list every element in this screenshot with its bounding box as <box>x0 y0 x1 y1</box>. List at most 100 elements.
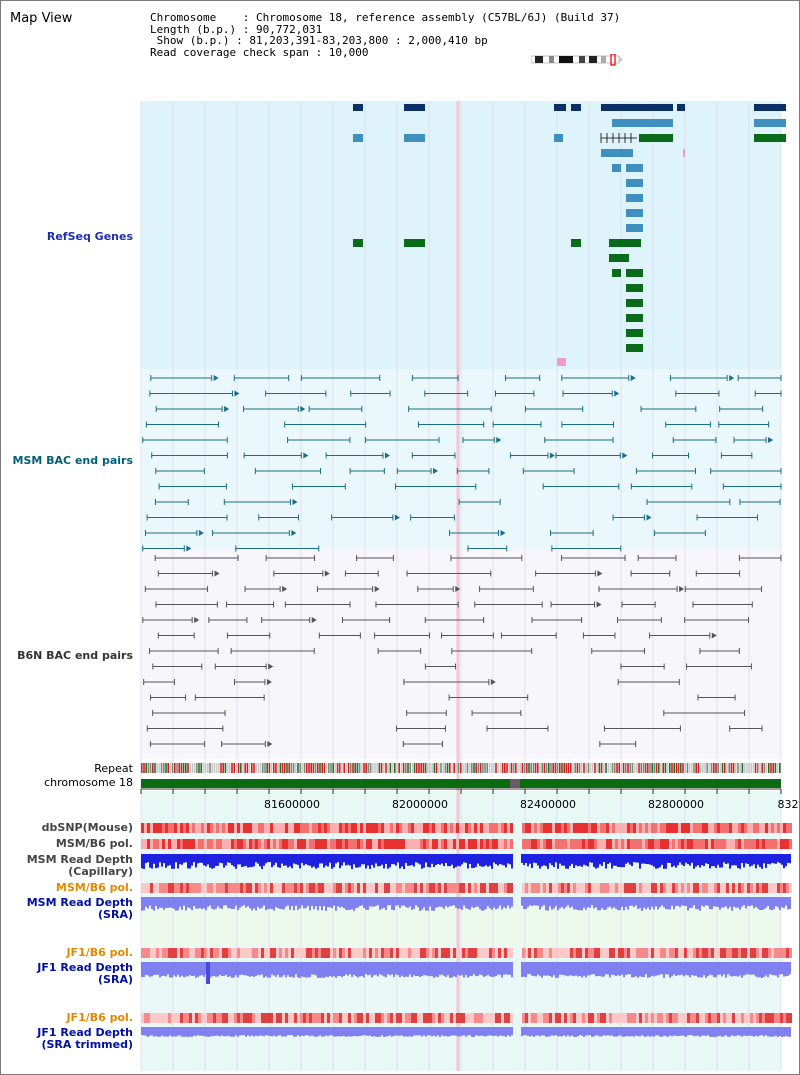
msm-b6-pol-sra-label[interactable]: MSM/B6 pol. <box>55 881 133 894</box>
heat-cell <box>633 883 636 893</box>
read-depth-bar <box>647 962 649 978</box>
msm-depth-cap-label[interactable]: MSM Read Depth (Capillary) <box>27 854 133 878</box>
heat-cell <box>288 1013 291 1023</box>
msm-b6-pol-label[interactable]: MSM/B6 pol. <box>55 837 133 850</box>
repeat-label[interactable]: Repeat <box>94 762 133 775</box>
heat-cell <box>756 1013 759 1023</box>
heat-cell <box>645 823 648 833</box>
read-depth-bar <box>245 962 247 976</box>
jf1-depth-sra-label[interactable]: JF1 Read Depth (SRA) <box>37 962 133 986</box>
read-depth-bar <box>209 897 211 906</box>
read-depth-bar <box>197 1027 199 1036</box>
read-depth-bar <box>683 854 685 867</box>
heat-cell <box>570 883 573 893</box>
heat-cell <box>675 948 678 958</box>
heat-cell <box>609 839 612 849</box>
heat-cell <box>387 839 390 849</box>
heat-cell <box>447 1013 450 1023</box>
read-depth-bar <box>285 854 287 866</box>
read-depth-bar <box>467 1027 469 1036</box>
read-depth-bar <box>353 962 355 975</box>
read-depth-bar <box>415 854 417 863</box>
read-depth-bar <box>307 1027 309 1036</box>
repeat-element <box>541 763 543 773</box>
heat-cell <box>564 1013 567 1023</box>
heat-cell <box>216 839 219 849</box>
jf1-b6-pol-trim-label[interactable]: JF1/B6 pol. <box>66 1011 133 1024</box>
heat-cell <box>426 839 429 849</box>
read-depth-bar <box>365 897 367 910</box>
read-depth-bar <box>759 962 761 978</box>
heat-cell <box>402 948 405 958</box>
heat-cell <box>387 1013 390 1023</box>
heat-cell <box>315 839 318 849</box>
heat-cell <box>603 883 606 893</box>
read-depth-bar <box>171 854 173 869</box>
read-depth-bar <box>433 962 435 978</box>
heat-cell <box>711 839 714 849</box>
msm-bac-pair-arrow <box>300 406 306 412</box>
refseq-label[interactable]: RefSeq Genes <box>46 230 133 243</box>
dbsnp-label[interactable]: dbSNP(Mouse) <box>41 821 133 834</box>
read-depth-bar <box>285 962 287 978</box>
repeat-element <box>321 763 323 773</box>
read-depth-bar <box>673 962 675 975</box>
read-depth-bar <box>439 962 441 975</box>
heat-cell <box>789 883 792 893</box>
jf1-depth-trim-label[interactable]: JF1 Read Depth (SRA trimmed) <box>37 1027 133 1051</box>
read-depth-bar <box>555 897 557 907</box>
heat-cell <box>756 883 759 893</box>
read-depth-bar <box>249 962 251 977</box>
read-depth-bar <box>449 1027 451 1037</box>
msm-bac-label[interactable]: MSM BAC end pairs <box>12 454 133 467</box>
heat-cell <box>156 823 159 833</box>
jf1-b6-pol-label[interactable]: JF1/B6 pol. <box>66 946 133 959</box>
repeat-element <box>653 763 656 773</box>
msm-depth-sra-label[interactable]: MSM Read Depth (SRA) <box>27 897 133 921</box>
heat-cell <box>540 883 543 893</box>
read-depth-bar <box>781 854 783 865</box>
chromosome-label[interactable]: chromosome 18 <box>44 776 133 789</box>
read-depth-bar <box>561 897 563 907</box>
repeat-element <box>347 763 350 773</box>
heat-cell <box>423 948 426 958</box>
repeat-element <box>640 763 642 773</box>
heat-cell <box>627 823 630 833</box>
read-depth-bar <box>779 854 781 864</box>
read-depth-bar <box>731 854 733 866</box>
heat-cell <box>555 823 558 833</box>
heat-cell <box>351 883 354 893</box>
read-depth-bar <box>147 854 149 863</box>
chromosome-ideogram[interactable] <box>531 54 626 66</box>
read-depth-bar <box>765 897 767 908</box>
heat-cell <box>258 839 261 849</box>
heat-cell <box>579 948 582 958</box>
read-depth-bar <box>637 962 639 978</box>
repeat-element <box>341 763 343 773</box>
heat-cell <box>630 823 633 833</box>
read-depth-bar <box>195 1027 197 1036</box>
refseq-gene <box>353 134 363 142</box>
read-depth-bar <box>497 854 499 866</box>
read-depth-bar <box>263 962 265 978</box>
read-depth-bar <box>219 854 221 863</box>
repeat-element <box>369 763 372 773</box>
heat-cell <box>294 1013 297 1023</box>
read-depth-bar <box>523 897 525 910</box>
repeat-element <box>638 763 640 773</box>
repeat-element <box>149 763 152 773</box>
b6n-bac-label[interactable]: B6N BAC end pairs <box>17 649 133 662</box>
heat-cell <box>597 948 600 958</box>
heat-cell <box>588 839 591 849</box>
read-depth-bar <box>223 897 225 906</box>
heat-cell <box>579 1013 582 1023</box>
repeat-element <box>455 763 458 773</box>
heat-cell <box>387 883 390 893</box>
repeat-element <box>655 763 658 773</box>
read-depth-bar <box>229 854 231 863</box>
read-depth-bar <box>311 854 313 868</box>
repeat-element <box>517 763 519 773</box>
heat-cell <box>723 1013 726 1023</box>
heat-cell <box>747 948 750 958</box>
